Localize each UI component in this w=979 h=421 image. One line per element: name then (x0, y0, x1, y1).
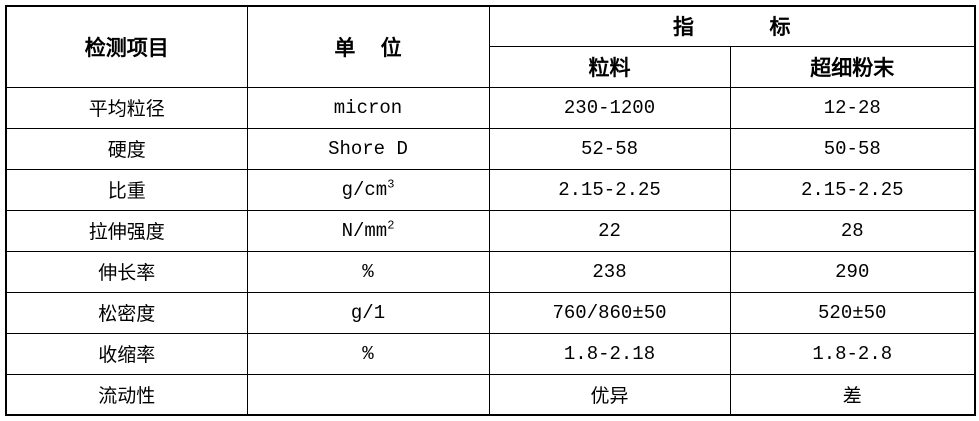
cell-item: 平均粒径 (5, 86, 248, 129)
unit-text: g/cm (341, 178, 388, 201)
cell-powder: 50-58 (729, 127, 976, 170)
header-row-sub: 粒料 超细粉末 (6, 45, 976, 88)
header-granule: 粒料 (488, 45, 731, 88)
header-unit: 单 位 (246, 5, 490, 88)
cell-granule: 优异 (488, 373, 731, 416)
cell-item: 拉伸强度 (5, 209, 248, 252)
cell-powder: 28 (729, 209, 976, 252)
table-row: 平均粒径 micron 230-1200 12-28 (5, 86, 976, 129)
cell-granule: 2.15-2.25 (488, 168, 731, 211)
cell-item: 收缩率 (5, 332, 248, 375)
cell-unit: % (246, 332, 490, 375)
header-index-group: 指 标 (488, 5, 976, 47)
unit-text: % (362, 260, 374, 283)
spec-table: 检测项目 单 位 指 标 粒料 超细粉末 平均粒径 micron 230-120… (5, 5, 976, 416)
cell-powder: 12-28 (729, 86, 976, 129)
unit-text: % (362, 342, 374, 365)
header-item: 检测项目 (5, 5, 248, 88)
cell-unit: micron (246, 86, 490, 129)
cell-unit: g/1 (246, 291, 490, 334)
table-row: 伸长率 % 238 290 (5, 250, 976, 293)
unit-text: g/1 (350, 301, 386, 324)
cell-item: 比重 (5, 168, 248, 211)
cell-powder: 1.8-2.8 (729, 332, 976, 375)
table-row: 松密度 g/1 760/860±50 520±50 (5, 291, 976, 334)
cell-granule: 238 (488, 250, 731, 293)
cell-powder: 290 (729, 250, 976, 293)
cell-unit: % (246, 250, 490, 293)
cell-powder: 2.15-2.25 (729, 168, 976, 211)
unit-superscript: 3 (387, 177, 395, 192)
cell-unit: N/mm2 (246, 209, 490, 252)
unit-text: micron (333, 96, 403, 119)
unit-superscript: 2 (387, 218, 395, 233)
cell-unit (246, 373, 490, 416)
cell-powder: 差 (729, 373, 976, 416)
header-powder: 超细粉末 (729, 45, 976, 88)
cell-granule: 760/860±50 (488, 291, 731, 334)
table-row: 硬度 Shore D 52-58 50-58 (5, 127, 976, 170)
header-row-top: 检测项目 单 位 指 标 (5, 5, 976, 88)
cell-powder: 520±50 (729, 291, 976, 334)
cell-granule: 1.8-2.18 (488, 332, 731, 375)
unit-text: N/mm (341, 219, 388, 242)
cell-unit: Shore D (246, 127, 490, 170)
cell-granule: 52-58 (488, 127, 731, 170)
unit-text: Shore D (328, 137, 408, 160)
cell-item: 流动性 (5, 373, 248, 416)
cell-item: 硬度 (5, 127, 248, 170)
cell-granule: 230-1200 (488, 86, 731, 129)
cell-granule: 22 (488, 209, 731, 252)
table-row: 比重 g/cm3 2.15-2.25 2.15-2.25 (5, 168, 976, 211)
cell-unit: g/cm3 (246, 168, 490, 211)
table-row: 拉伸强度 N/mm2 22 28 (5, 209, 976, 252)
cell-item: 松密度 (5, 291, 248, 334)
cell-item: 伸长率 (5, 250, 248, 293)
table-row: 收缩率 % 1.8-2.18 1.8-2.8 (5, 332, 976, 375)
table-row: 流动性 优异 差 (5, 373, 976, 416)
